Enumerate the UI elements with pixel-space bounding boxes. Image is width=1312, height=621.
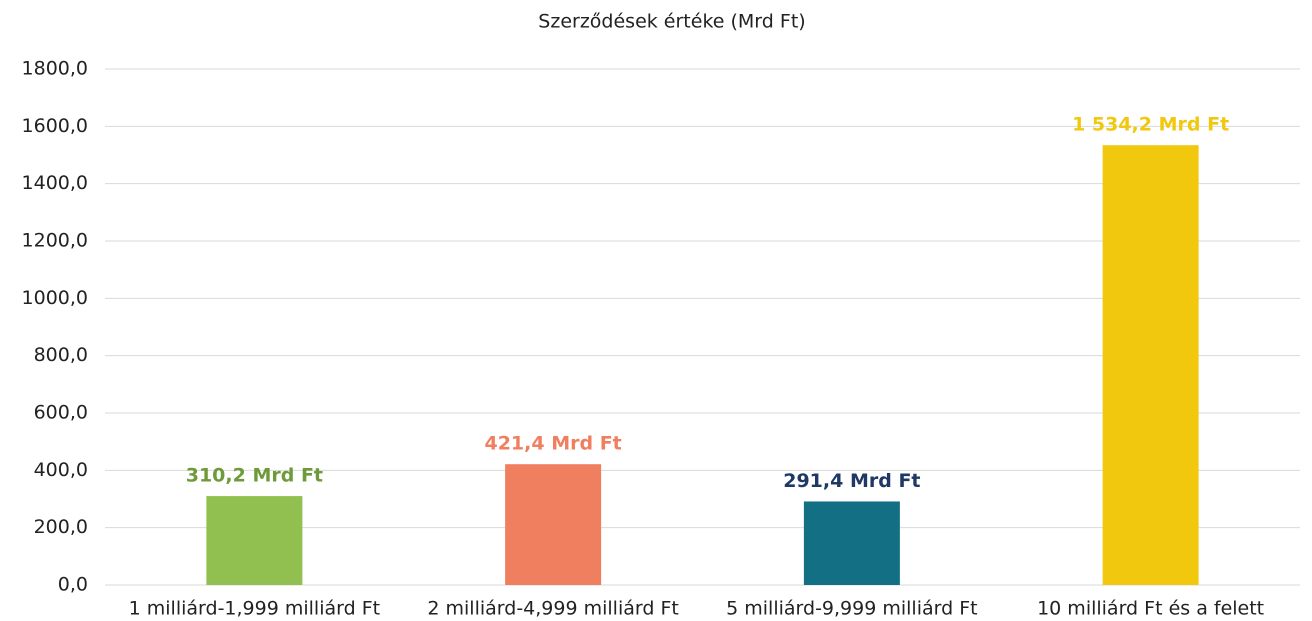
- y-tick-label: 1800,0: [22, 58, 88, 80]
- y-tick-label: 1400,0: [22, 172, 88, 194]
- bar: [803, 501, 900, 585]
- y-tick-label: 600,0: [34, 402, 88, 424]
- y-tick-label: 400,0: [34, 459, 88, 481]
- x-tick-label: 2 milliárd-4,999 milliárd Ft: [427, 598, 678, 620]
- y-tick-label: 1000,0: [22, 287, 88, 309]
- y-tick-label: 200,0: [34, 516, 88, 538]
- y-tick-label: 1200,0: [22, 230, 88, 252]
- data-label: 291,4 Mrd Ft: [783, 470, 920, 492]
- y-tick-label: 0,0: [58, 574, 88, 596]
- bar: [505, 464, 602, 585]
- y-tick-label: 1600,0: [22, 115, 88, 137]
- x-tick-label: 10 milliárd Ft és a felett: [1037, 598, 1264, 620]
- bar: [206, 496, 303, 585]
- data-label: 1 534,2 Mrd Ft: [1072, 114, 1229, 136]
- data-label: 310,2 Mrd Ft: [186, 465, 323, 487]
- x-tick-label: 5 milliárd-9,999 milliárd Ft: [726, 598, 977, 620]
- y-tick-label: 800,0: [34, 344, 88, 366]
- bar: [1102, 145, 1199, 586]
- chart-title: Szerződések értéke (Mrd Ft): [538, 11, 805, 33]
- data-label: 421,4 Mrd Ft: [484, 433, 621, 455]
- x-tick-label: 1 milliárd-1,999 milliárd Ft: [129, 598, 380, 620]
